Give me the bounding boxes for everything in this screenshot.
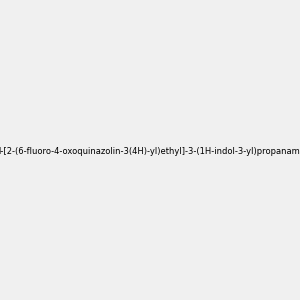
Text: N-[2-(6-fluoro-4-oxoquinazolin-3(4H)-yl)ethyl]-3-(1H-indol-3-yl)propanamide: N-[2-(6-fluoro-4-oxoquinazolin-3(4H)-yl)… <box>0 147 300 156</box>
